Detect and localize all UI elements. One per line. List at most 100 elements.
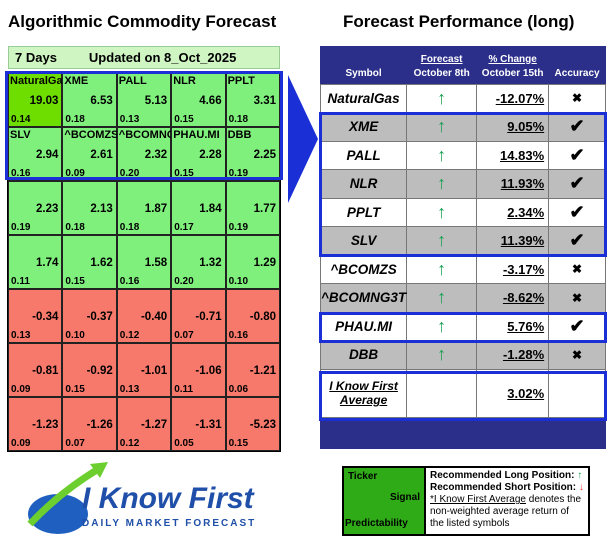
table-row: PALL ↑ 14.83% ✔ bbox=[319, 140, 606, 170]
cell-signal: 19.03 bbox=[29, 95, 59, 107]
cell-predictability: 0.11 bbox=[174, 384, 194, 395]
cell-predictability: 0.05 bbox=[174, 438, 194, 449]
cell-predictability: 0.07 bbox=[65, 438, 85, 449]
cell-ticker: NaturalGas bbox=[10, 75, 63, 87]
row-change: 11.39% bbox=[476, 226, 550, 256]
heatmap-cell: -0.81 0.09 bbox=[8, 343, 63, 397]
cell-signal: 1.74 bbox=[36, 257, 59, 269]
period-bar: 7 Days Updated on 8_Oct_2025 bbox=[8, 46, 280, 69]
cell-ticker: ^BCOMZS bbox=[64, 129, 117, 141]
cell-predictability: 0.09 bbox=[11, 438, 31, 449]
heatmap-cell: -1.26 0.07 bbox=[62, 397, 117, 451]
cell-signal: 1.58 bbox=[144, 257, 168, 269]
cell-predictability: 0.18 bbox=[228, 114, 249, 125]
row-change: 2.34% bbox=[476, 197, 550, 227]
heatmap-cell: NLR 4.66 0.15 bbox=[171, 73, 226, 127]
period-label: 7 Days bbox=[15, 50, 57, 65]
heatmap-cell: SLV 2.94 0.16 bbox=[8, 127, 63, 181]
cell-signal: 2.25 bbox=[253, 149, 276, 161]
row-symbol: ^BCOMNG3T bbox=[319, 283, 408, 313]
table-row: SLV ↑ 11.39% ✔ bbox=[319, 226, 606, 256]
heatmap-cell: DBB 2.25 0.19 bbox=[225, 127, 280, 181]
row-symbol: NLR bbox=[319, 169, 408, 199]
cell-signal: 2.61 bbox=[90, 149, 113, 161]
cell-signal: -0.71 bbox=[195, 311, 222, 323]
cell-predictability: 0.14 bbox=[11, 114, 31, 125]
cell-ticker: ^BCOMNG3T bbox=[118, 129, 172, 141]
row-change: 14.83% bbox=[476, 140, 550, 170]
left-title: Algorithmic Commodity Forecast bbox=[8, 12, 277, 31]
cell-signal: -0.40 bbox=[140, 311, 168, 323]
cell-signal: -1.27 bbox=[140, 419, 168, 431]
legend-predictability: Predictability bbox=[345, 518, 408, 529]
heatmap-cell: -0.71 0.07 bbox=[171, 289, 226, 343]
heatmap-cell: -1.21 0.06 bbox=[225, 343, 280, 397]
col-forecast: Forecast October 8th bbox=[413, 53, 470, 79]
cell-predictability: 0.18 bbox=[65, 114, 85, 125]
check-icon: ✔ bbox=[548, 311, 606, 341]
heatmap-cell: NaturalGas 19.03 0.14 bbox=[8, 73, 63, 127]
cell-signal: -1.06 bbox=[195, 365, 222, 377]
heatmap-cell: 1.58 0.16 bbox=[116, 235, 172, 289]
heatmap-cell: 2.23 0.19 bbox=[8, 181, 63, 235]
row-change: 11.93% bbox=[476, 169, 550, 199]
cell-predictability: 0.18 bbox=[119, 222, 140, 233]
cell-predictability: 0.19 bbox=[11, 222, 31, 233]
cell-signal: -0.34 bbox=[32, 311, 59, 323]
cell-signal: 1.77 bbox=[253, 203, 276, 215]
legend-signal: Signal bbox=[389, 492, 420, 503]
highlight-box bbox=[319, 312, 607, 343]
check-icon: ✔ bbox=[548, 140, 606, 170]
cell-predictability: 0.06 bbox=[228, 384, 249, 395]
cell-predictability: 0.09 bbox=[11, 384, 31, 395]
cell-ticker: PALL bbox=[118, 75, 147, 87]
cell-predictability: 0.10 bbox=[65, 330, 85, 341]
cell-predictability: 0.17 bbox=[174, 222, 194, 233]
arrow-up-icon: ↑ bbox=[406, 112, 478, 142]
heatmap-cell: ^BCOMZS 2.61 0.09 bbox=[62, 127, 117, 181]
row-symbol: NaturalGas bbox=[319, 83, 408, 113]
heatmap-cell: -1.31 0.05 bbox=[171, 397, 226, 451]
arrow-up-icon: ↑ bbox=[406, 169, 478, 199]
right-title: Forecast Performance (long) bbox=[343, 12, 575, 31]
cell-predictability: 0.15 bbox=[65, 276, 85, 287]
row-change: -1.28% bbox=[476, 340, 550, 370]
cell-predictability: 0.20 bbox=[174, 276, 194, 287]
cell-signal: -1.21 bbox=[249, 365, 276, 377]
cell-signal: -1.31 bbox=[195, 419, 222, 431]
cell-ticker: PHAU.MI bbox=[173, 129, 220, 141]
cell-signal: -5.23 bbox=[249, 419, 276, 431]
cell-signal: 2.94 bbox=[36, 149, 59, 161]
row-change: -3.17% bbox=[476, 254, 550, 284]
cell-signal: -0.92 bbox=[86, 365, 113, 377]
highlight-box bbox=[5, 71, 283, 180]
cell-signal: 3.31 bbox=[253, 95, 276, 107]
cell-predictability: 0.18 bbox=[65, 222, 85, 233]
row-symbol: PPLT bbox=[319, 197, 408, 227]
row-change: -8.62% bbox=[476, 283, 550, 313]
check-icon: ✔ bbox=[548, 169, 606, 199]
legend-ticker: Ticker bbox=[348, 471, 378, 482]
cell-predictability: 0.11 bbox=[11, 276, 30, 287]
cell-predictability: 0.09 bbox=[65, 168, 85, 179]
row-change: 9.05% bbox=[476, 112, 550, 142]
legend-short: Recommended Short Position: bbox=[430, 482, 577, 493]
average-label: I Know First Average bbox=[319, 368, 408, 418]
row-symbol: DBB bbox=[319, 340, 408, 370]
heatmap-cell: 1.32 0.20 bbox=[171, 235, 226, 289]
cell-predictability: 0.12 bbox=[119, 438, 140, 449]
cell-predictability: 0.13 bbox=[119, 384, 140, 395]
cell-signal: 1.84 bbox=[199, 203, 222, 215]
heatmap-cell: 1.74 0.11 bbox=[8, 235, 63, 289]
cell-ticker: XME bbox=[64, 75, 89, 87]
average-row: I Know First Average 3.02% bbox=[319, 368, 606, 418]
cell-signal: -0.37 bbox=[86, 311, 113, 323]
cell-signal: 2.28 bbox=[199, 149, 222, 161]
heatmap-cell: 1.84 0.17 bbox=[171, 181, 226, 235]
heatmap-cell: -0.80 0.16 bbox=[225, 289, 280, 343]
cell-predictability: 0.13 bbox=[119, 114, 140, 125]
col-symbol: Symbol bbox=[345, 67, 382, 79]
arrow-up-icon: ↑ bbox=[406, 83, 478, 113]
legend-long: Recommended Long Position: bbox=[430, 470, 575, 481]
cell-signal: -1.23 bbox=[32, 419, 59, 431]
